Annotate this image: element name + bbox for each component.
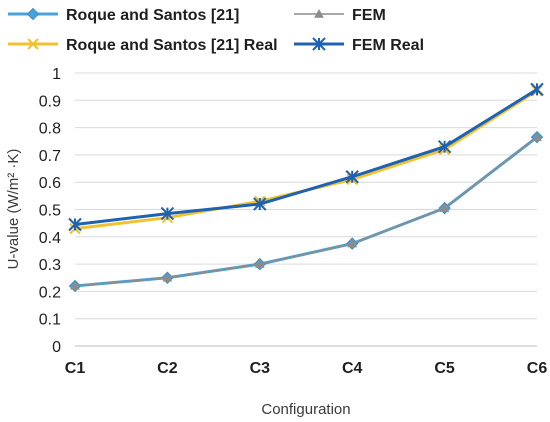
data-point bbox=[312, 37, 326, 51]
legend-label: Roque and Santos [21] Real bbox=[66, 37, 278, 54]
y-tick-label: 0.1 bbox=[39, 312, 61, 329]
legend-item: Roque and Santos [21] Real bbox=[8, 37, 278, 54]
data-point bbox=[253, 197, 267, 211]
x-tick-label: C6 bbox=[527, 360, 548, 377]
series-line bbox=[74, 136, 538, 287]
series-lines bbox=[68, 82, 544, 293]
y-axis-title: U-value (W/m² ·K) bbox=[5, 149, 22, 270]
data-point bbox=[254, 259, 265, 268]
x-axis-title: Configuration bbox=[261, 401, 350, 418]
legend-label: FEM bbox=[352, 7, 386, 24]
x-tick-label: C4 bbox=[342, 360, 363, 377]
y-tick-label: 0.3 bbox=[39, 257, 61, 274]
x-tick-label: C5 bbox=[434, 360, 455, 377]
y-tick-label: 1 bbox=[52, 66, 61, 83]
data-point bbox=[26, 7, 40, 21]
data-point bbox=[160, 206, 175, 221]
y-tick-label: 0.7 bbox=[39, 148, 61, 165]
series-line bbox=[74, 89, 538, 231]
data-point bbox=[314, 8, 324, 18]
x-tick-label: C1 bbox=[65, 360, 86, 377]
series-line bbox=[74, 88, 538, 227]
legend-label: Roque and Santos [21] bbox=[66, 7, 239, 24]
data-point bbox=[162, 272, 173, 282]
y-tick-labels: 0 0.1 0.2 0.3 0.4 0.5 0.6 0.7 0.8 0.9 1 bbox=[39, 66, 61, 356]
legend-item: FEM bbox=[294, 7, 386, 24]
x-tick-label: C2 bbox=[157, 360, 178, 377]
data-point bbox=[439, 203, 450, 212]
y-tick-label: 0 bbox=[52, 339, 61, 356]
data-point bbox=[27, 38, 39, 50]
data-point bbox=[347, 238, 358, 248]
data-point bbox=[530, 82, 544, 97]
data-point bbox=[70, 280, 80, 290]
y-tick-label: 0.6 bbox=[39, 175, 61, 192]
y-tick-label: 0.2 bbox=[39, 284, 61, 301]
x-tick-labels: C1 C2 C3 C4 C5 C6 bbox=[65, 360, 548, 377]
legend-item: Roque and Santos [21] bbox=[8, 7, 239, 24]
y-tick-label: 0.4 bbox=[39, 230, 61, 247]
data-point bbox=[532, 132, 542, 141]
y-tick-label: 0.9 bbox=[39, 93, 61, 110]
data-point bbox=[437, 140, 452, 154]
legend-item: FEM Real bbox=[294, 37, 424, 54]
gridlines bbox=[75, 72, 537, 347]
legend-label: FEM Real bbox=[352, 37, 424, 54]
y-tick-label: 0.5 bbox=[39, 203, 61, 220]
y-tick-label: 0.8 bbox=[39, 121, 61, 138]
data-point bbox=[68, 217, 82, 232]
legend: Roque and Santos [21] FEM Roque and Santos… bbox=[8, 7, 424, 54]
data-point bbox=[345, 170, 359, 184]
x-tick-label: C3 bbox=[250, 360, 271, 377]
